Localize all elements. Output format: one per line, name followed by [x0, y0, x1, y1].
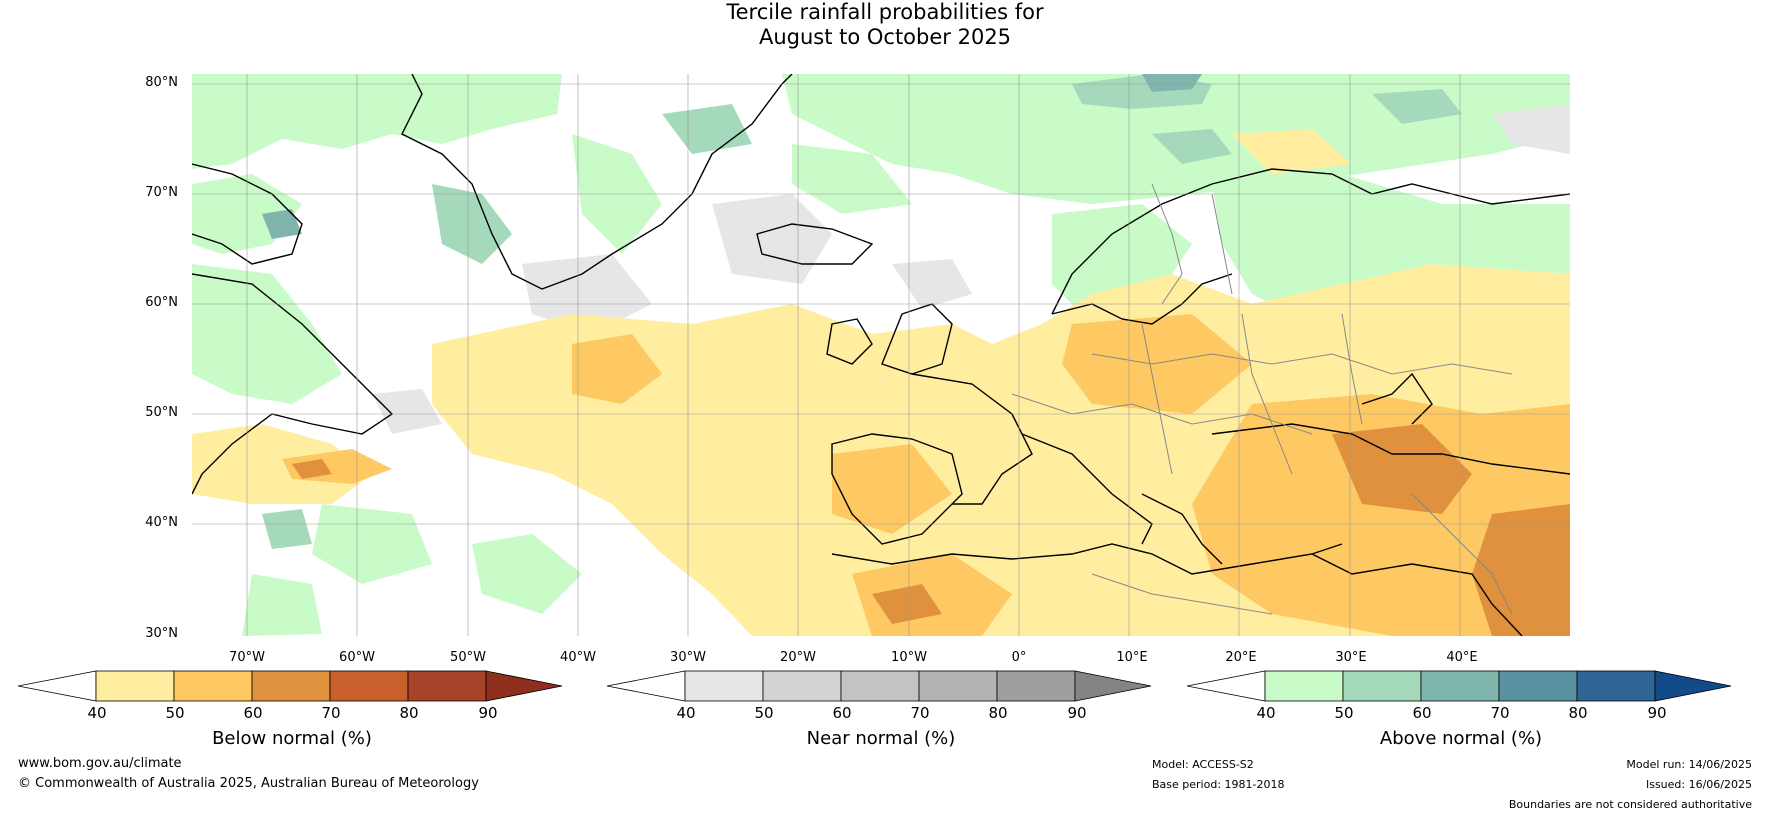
near-tick-90: 90 [1067, 704, 1087, 722]
lon-label-10w: 10°W [891, 650, 927, 665]
near-tick-70: 70 [910, 704, 930, 722]
colorbar-segment [1576, 670, 1656, 702]
lon-label-40w: 40°W [560, 650, 596, 665]
above-normal-colorbar [1187, 670, 1732, 702]
colorbar-extend-low [607, 670, 686, 702]
lon-label-0: 0° [1011, 650, 1027, 665]
above-tick-40: 40 [1256, 704, 1276, 722]
below-tick-70: 70 [321, 704, 341, 722]
lon-label-60w: 60°W [339, 650, 375, 665]
lon-label-30w: 30°W [670, 650, 706, 665]
lon-label-40e: 40°E [1446, 650, 1478, 665]
colorbar-segment [1264, 670, 1344, 702]
below-tick-50: 50 [165, 704, 185, 722]
near-tick-60: 60 [832, 704, 852, 722]
title-line-2: August to October 2025 [758, 25, 1012, 49]
colorbar-segment [840, 670, 920, 702]
above-tick-60: 60 [1412, 704, 1432, 722]
lat-label-30n: 30°N [145, 626, 178, 641]
lon-label-20w: 20°W [780, 650, 816, 665]
colorbar-extend-high [1654, 670, 1732, 702]
lon-label-70w: 70°W [229, 650, 265, 665]
base-period-text: Base period: 1981-2018 [1152, 778, 1285, 791]
colorbar-segment [173, 670, 253, 702]
above-tick-50: 50 [1334, 704, 1354, 722]
lon-label-50w: 50°W [450, 650, 486, 665]
colorbar-extend-high [485, 670, 563, 702]
near-normal-label: Near normal (%) [806, 728, 956, 749]
colorbar-extend-high [1074, 670, 1152, 702]
colorbar-segment [1498, 670, 1578, 702]
below-normal-colorbar [18, 670, 563, 702]
lat-label-50n: 50°N [145, 405, 178, 420]
below-normal-moderate-regions [282, 314, 1570, 636]
below-tick-90: 90 [478, 704, 498, 722]
above-normal-high-regions [262, 74, 1202, 239]
near-tick-50: 50 [754, 704, 774, 722]
lat-label-70n: 70°N [145, 185, 178, 200]
near-normal-colorbar [607, 670, 1152, 702]
colorbar-segment [762, 670, 842, 702]
lat-label-60n: 60°N [145, 295, 178, 310]
chart-title: Tercile rainfall probabilities for Augus… [0, 0, 1770, 50]
colorbar-segment [996, 670, 1076, 702]
colorbar-extend-low [1187, 670, 1266, 702]
below-normal-label: Below normal (%) [212, 728, 372, 749]
below-normal-high-regions [292, 424, 1570, 636]
near-tick-80: 80 [988, 704, 1008, 722]
above-normal-label: Above normal (%) [1379, 728, 1543, 749]
above-normal-strong-regions [262, 74, 1462, 549]
colorbar-segment [407, 670, 487, 702]
above-tick-90: 90 [1647, 704, 1667, 722]
model-run-text: Model run: 14/06/2025 [1626, 758, 1752, 771]
colorbar-segment [329, 670, 409, 702]
issued-text: Issued: 16/06/2025 [1645, 778, 1752, 791]
lon-label-20e: 20°E [1225, 650, 1257, 665]
below-tick-80: 80 [399, 704, 419, 722]
website-link[interactable]: www.bom.gov.au/climate [18, 756, 182, 771]
below-tick-40: 40 [87, 704, 107, 722]
colorbar-segment [95, 670, 175, 702]
colorbar-segment [251, 670, 331, 702]
lon-label-30e: 30°E [1335, 650, 1367, 665]
near-tick-40: 40 [676, 704, 696, 722]
coastlines [192, 74, 1570, 636]
below-tick-60: 60 [243, 704, 263, 722]
model-text: Model: ACCESS-S2 [1152, 758, 1254, 771]
lat-label-80n: 80°N [145, 75, 178, 90]
colorbar-segment [918, 670, 998, 702]
colorbar-segment [1342, 670, 1422, 702]
colorbar-extend-low [18, 670, 97, 702]
above-tick-80: 80 [1568, 704, 1588, 722]
gridlines [192, 74, 1570, 636]
lat-label-40n: 40°N [145, 515, 178, 530]
lon-label-10e: 10°E [1116, 650, 1148, 665]
colorbar-segment [1420, 670, 1500, 702]
rainfall-probability-map [192, 74, 1570, 636]
colorbar-segment [684, 670, 764, 702]
title-line-1: Tercile rainfall probabilities for [726, 0, 1044, 24]
above-tick-70: 70 [1490, 704, 1510, 722]
copyright-text: © Commonwealth of Australia 2025, Austra… [18, 776, 479, 791]
disclaimer-text: Boundaries are not considered authoritat… [1508, 798, 1752, 811]
